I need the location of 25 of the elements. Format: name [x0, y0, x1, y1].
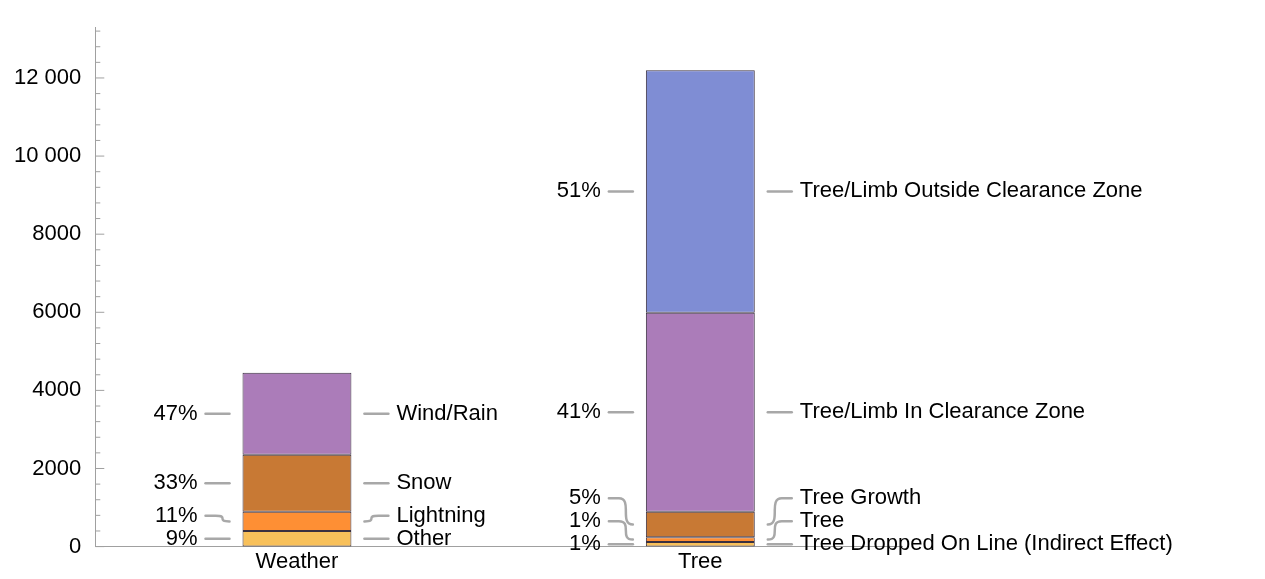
annotation: Tree/Limb In Clearance Zone [799, 398, 1086, 424]
annotation: 5% [569, 484, 601, 510]
annotation: 51% [556, 177, 601, 203]
x-tick-label: Weather [255, 547, 339, 573]
y-tick-label: 4000 [32, 376, 82, 402]
y-tick-label: 0 [69, 532, 82, 558]
y-tick-label: 6000 [32, 298, 82, 324]
y-tick-label: 12 000 [13, 64, 82, 90]
annotation: 47% [153, 399, 198, 425]
annotation: Snow [396, 469, 452, 495]
annotation: 41% [556, 398, 601, 424]
annotation: 11% [155, 501, 198, 527]
annotation: Tree Dropped On Line (Indirect Effect) [799, 530, 1173, 556]
annotation: Tree [799, 507, 845, 533]
y-tick-label: 10 000 [13, 142, 82, 168]
annotation: Wind/Rain [396, 399, 498, 425]
annotation: Tree/Limb Outside Clearance Zone [799, 177, 1143, 203]
annotation: Lightning [396, 501, 486, 527]
annotation: Tree Growth [799, 484, 922, 510]
y-tick-label: 8000 [32, 220, 82, 246]
annotation: 1% [569, 507, 601, 533]
annotation: 9% [165, 524, 198, 550]
annotation: 1% [569, 530, 601, 556]
annotation: 33% [153, 469, 198, 495]
y-tick-label: 2000 [32, 454, 82, 480]
